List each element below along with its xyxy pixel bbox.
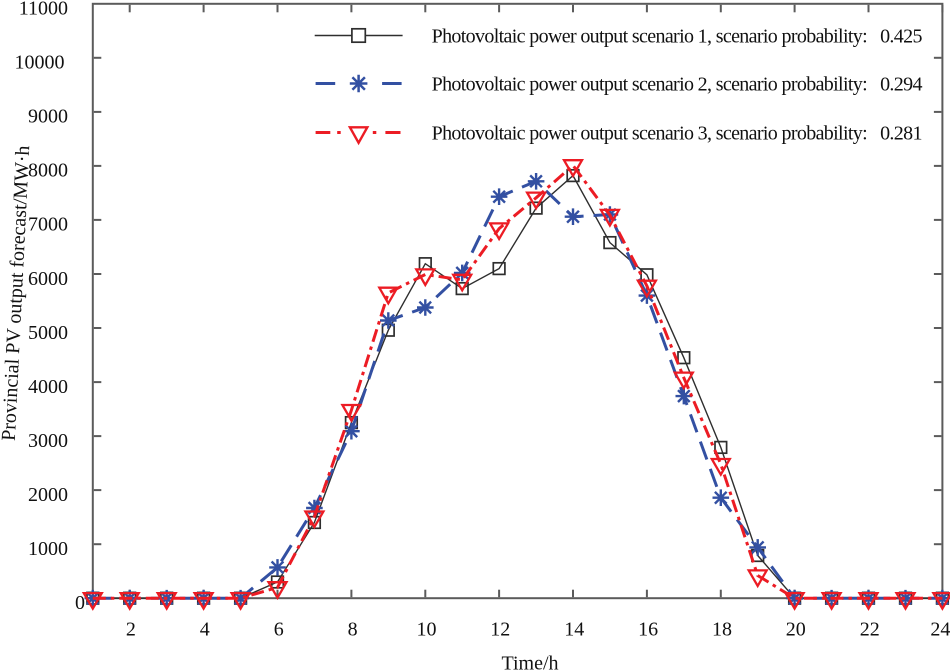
- svg-text:12: 12: [490, 619, 510, 641]
- svg-text:Time/h: Time/h: [501, 653, 558, 671]
- svg-text:20: 20: [786, 619, 806, 641]
- svg-text:9000: 9000: [28, 106, 68, 128]
- svg-text:7000: 7000: [28, 214, 68, 236]
- svg-text:10: 10: [417, 619, 437, 641]
- svg-text:4: 4: [200, 619, 210, 641]
- svg-text:4000: 4000: [28, 376, 68, 398]
- svg-text:8: 8: [348, 619, 358, 641]
- svg-text:10000: 10000: [15, 52, 65, 74]
- svg-text:24: 24: [930, 619, 950, 641]
- svg-text:11000: 11000: [19, 0, 68, 20]
- svg-text:14: 14: [564, 619, 584, 641]
- svg-text:2: 2: [126, 619, 136, 641]
- svg-text:Photovoltaic power output scen: Photovoltaic power output scenario 2, sc…: [432, 73, 923, 95]
- svg-text:Photovoltaic power output scen: Photovoltaic power output scenario 3, sc…: [432, 122, 922, 144]
- svg-text:6000: 6000: [28, 268, 68, 290]
- svg-text:2000: 2000: [28, 484, 68, 506]
- svg-text:16: 16: [638, 619, 658, 641]
- svg-text:1000: 1000: [28, 538, 68, 560]
- svg-text:8000: 8000: [28, 160, 68, 182]
- svg-text:Photovoltaic power output scen: Photovoltaic power output scenario 1, sc…: [432, 25, 923, 47]
- svg-text:3000: 3000: [28, 430, 68, 452]
- svg-text:22: 22: [860, 619, 880, 641]
- svg-text:0: 0: [75, 592, 85, 614]
- svg-text:5000: 5000: [28, 322, 68, 344]
- svg-text:18: 18: [712, 619, 732, 641]
- svg-text:6: 6: [274, 619, 284, 641]
